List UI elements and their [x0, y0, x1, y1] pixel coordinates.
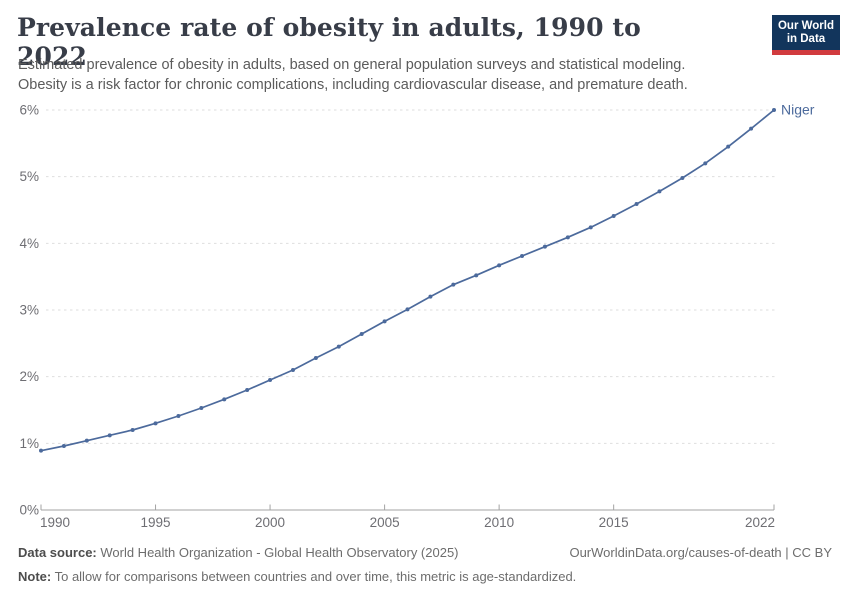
data-point-1994[interactable]	[130, 428, 135, 432]
chart-title: Prevalence rate of obesity in adults, 19…	[17, 13, 641, 71]
y-axis-tick-label: 5%	[19, 169, 39, 184]
y-axis-tick-label: 6%	[19, 103, 39, 118]
x-axis-tick-label: 2022	[745, 515, 775, 530]
data-source-label: Data source:	[18, 545, 97, 560]
y-axis-tick-label: 2%	[19, 369, 39, 384]
x-axis-tick-label: 1990	[40, 515, 70, 530]
data-line-niger[interactable]	[40, 109, 775, 452]
owid-logo-line1: Our World	[777, 20, 834, 32]
data-point-1995[interactable]	[153, 421, 158, 426]
data-point-1991[interactable]	[61, 444, 66, 448]
data-point-2003[interactable]	[336, 344, 341, 349]
data-point-2004[interactable]	[359, 332, 364, 336]
data-point-1998[interactable]	[222, 397, 227, 402]
data-point-2020[interactable]	[726, 144, 731, 149]
data-point-2013[interactable]	[565, 235, 570, 240]
series-label-niger[interactable]: Niger	[781, 102, 815, 118]
data-point-1999[interactable]	[245, 388, 250, 392]
y-axis-tick-label: 3%	[19, 303, 39, 318]
x-axis-tick-label: 1995	[141, 515, 171, 530]
y-axis-tick-label: 0%	[19, 503, 39, 518]
data-point-1996[interactable]	[176, 414, 181, 418]
data-point-2001[interactable]	[290, 368, 295, 372]
data-point-1993[interactable]	[107, 433, 112, 438]
data-point-2015[interactable]	[611, 214, 616, 218]
data-point-2008[interactable]	[451, 282, 456, 287]
data-point-1997[interactable]	[199, 406, 204, 410]
data-point-2021[interactable]	[749, 126, 754, 131]
x-axis-tick-label: 2005	[370, 515, 400, 530]
y-axis-tick-label: 1%	[19, 436, 39, 451]
note-label: Note:	[18, 569, 52, 584]
data-point-2005[interactable]	[382, 319, 387, 324]
x-axis-tick-label: 2000	[255, 515, 285, 530]
data-point-2016[interactable]	[634, 202, 639, 206]
data-point-2011[interactable]	[520, 254, 525, 258]
data-point-2019[interactable]	[703, 161, 708, 166]
chart-subtitle-line1: Estimated prevalence of obesity in adult…	[18, 57, 686, 73]
x-axis-tick-label: 2015	[599, 515, 629, 530]
data-point-2017[interactable]	[657, 189, 662, 194]
data-point-2002[interactable]	[313, 356, 318, 360]
data-point-2007[interactable]	[428, 294, 433, 299]
data-point-2006[interactable]	[405, 307, 410, 312]
y-axis-tick-label: 4%	[19, 236, 39, 251]
note-value: To allow for comparisons between countri…	[51, 569, 577, 584]
license-text: OurWorldinData.org/causes-of-death | CC …	[569, 545, 832, 560]
x-axis-tick-label: 2010	[484, 515, 514, 530]
data-point-2022[interactable]	[772, 108, 776, 112]
chart-subtitle: Estimated prevalence of obesity in adult…	[18, 55, 758, 95]
data-point-2010[interactable]	[497, 263, 502, 268]
data-point-1992[interactable]	[84, 438, 89, 443]
footer-note-row: Note: To allow for comparisons between c…	[18, 569, 832, 584]
data-point-2014[interactable]	[588, 225, 593, 230]
footer-sources-row: Data source: World Health Organization -…	[18, 545, 832, 560]
data-point-1990[interactable]	[39, 448, 43, 453]
data-point-2018[interactable]	[680, 176, 685, 180]
data-point-2000[interactable]	[268, 378, 273, 382]
data-point-2009[interactable]	[474, 273, 479, 278]
owid-logo: Our World in Data	[772, 15, 840, 55]
owid-logo-line2: in Data	[786, 33, 826, 45]
data-source-text: Data source: World Health Organization -…	[18, 545, 459, 560]
data-source-value: World Health Organization - Global Healt…	[96, 545, 459, 560]
data-point-2012[interactable]	[542, 244, 547, 249]
chart-subtitle-line2: Obesity is a risk factor for chronic com…	[18, 77, 688, 93]
